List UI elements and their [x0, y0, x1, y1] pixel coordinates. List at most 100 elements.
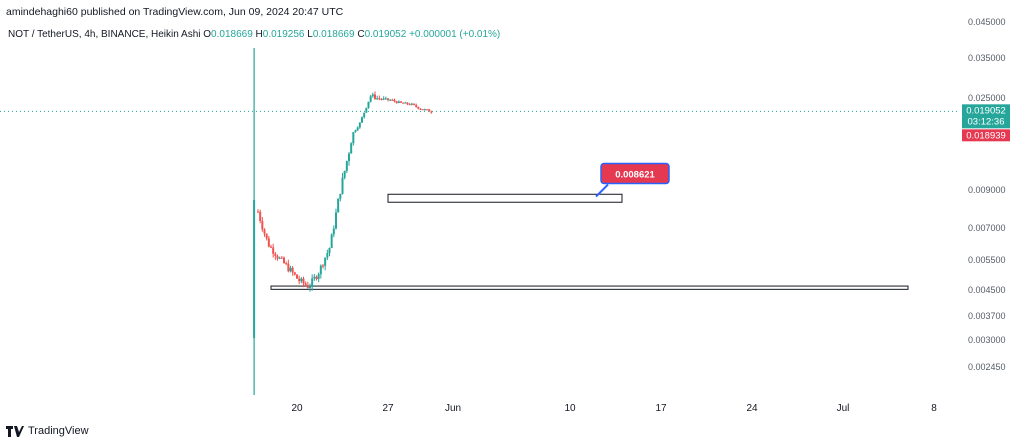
candle-body [408, 104, 411, 106]
candle-body [313, 276, 316, 279]
low-value: 0.018669 [312, 29, 355, 40]
close-key: C [357, 29, 365, 40]
callout-box [600, 162, 670, 185]
candle-body [421, 109, 424, 111]
candle-body [339, 193, 342, 199]
candle-body [276, 256, 279, 259]
time-tick-label: 10 [564, 403, 576, 414]
support-zone-rect [270, 285, 909, 290]
candle-body [413, 103, 415, 105]
symbol-name: NOT / TetherUS, 4h, BINANCE, Heikin Ashi [8, 29, 201, 40]
candle-body [365, 107, 368, 113]
candle-body [263, 229, 266, 234]
time-tick-label: 8 [931, 403, 937, 414]
candles [253, 48, 433, 395]
time-tick-label: Jul [837, 403, 850, 414]
listing-spike-body [253, 200, 256, 338]
candle-body [319, 265, 322, 275]
candle-body [324, 257, 327, 266]
candle-body [259, 211, 262, 221]
candle-body [309, 286, 311, 288]
brand-name: TradingView [28, 425, 89, 437]
candle-body [332, 228, 335, 235]
last-price-label-box [962, 104, 1010, 129]
price-tick-label: 0.025000 [968, 93, 1006, 103]
candle-body [267, 238, 270, 247]
price-tick-label: 0.005500 [968, 255, 1006, 265]
candle-body [257, 211, 259, 213]
change-value: +0.000001 (+0.01%) [409, 29, 501, 40]
candle-body [302, 278, 305, 284]
candle-body [322, 265, 324, 267]
candle-body [265, 233, 268, 239]
candle-body [285, 263, 288, 265]
time-tick-label: Jun [445, 403, 461, 414]
time-tick-label: 17 [655, 403, 667, 414]
candle-body [371, 94, 374, 97]
candle-body [317, 274, 320, 279]
candle-body [367, 101, 370, 108]
time-axis: 20 27 Jun 10 17 24 Jul 8 [291, 403, 937, 414]
candle-body [410, 103, 413, 105]
candle-body [261, 220, 264, 230]
candle-body [283, 257, 285, 264]
high-key: H [255, 29, 263, 40]
candle-body [296, 274, 298, 279]
time-tick-label: 27 [382, 403, 394, 414]
candle-body [278, 257, 281, 259]
price-tick-label: 0.035000 [968, 53, 1006, 63]
price-tick-label: 0.003000 [968, 335, 1006, 345]
candle-body [272, 247, 275, 254]
price-tick-label: 0.007000 [968, 223, 1006, 233]
high-value: 0.019256 [262, 29, 305, 40]
candle-body [326, 253, 329, 258]
symbol-legend: NOT / TetherUS, 4h, BINANCE, Heikin Ashi… [8, 29, 500, 40]
candle-body [387, 98, 389, 100]
candle-body [430, 111, 433, 113]
candle-body [393, 99, 396, 102]
candle-body [380, 98, 383, 100]
prev-price-label-box [962, 129, 1010, 142]
candle-body [287, 263, 290, 272]
price-tick-label: 0.002450 [968, 362, 1006, 372]
candle-body [354, 130, 357, 133]
close-value: 0.019052 [364, 29, 407, 40]
callout-pointer [595, 183, 609, 198]
candle-body [335, 212, 337, 229]
open-key: O [203, 29, 212, 40]
candle-body [382, 98, 385, 100]
price-tick-label: 0.003700 [968, 311, 1006, 321]
candle-body [341, 177, 344, 194]
candle-body [298, 278, 301, 282]
candle-body [304, 283, 307, 286]
candle-body [402, 102, 405, 104]
candle-body [406, 102, 409, 105]
candle-body [391, 99, 394, 101]
price-tick-label: 0.009000 [968, 185, 1006, 195]
prev-price-label: 0.018939 [966, 130, 1006, 141]
candle-body [358, 122, 361, 128]
candle-body [404, 102, 407, 104]
candle-body [315, 276, 318, 279]
candle-body [350, 143, 353, 154]
price-tick-label: 0.045000 [968, 17, 1006, 27]
countdown-label: 03:12:36 [968, 116, 1005, 127]
candle-body [356, 127, 359, 131]
open-value: 0.018669 [211, 29, 253, 40]
candle-body [300, 278, 303, 282]
publisher-line: amindehaghi60 published on TradingView.c… [6, 6, 344, 18]
candle-body [363, 112, 366, 118]
tradingview-footer: TradingView [6, 425, 89, 437]
price-callout: 0.008621 [595, 162, 670, 198]
candle-body [428, 109, 431, 112]
candle-body [289, 267, 292, 272]
candle-body [280, 257, 283, 259]
low-key: L [307, 29, 313, 40]
candle-body [376, 98, 379, 100]
candle-body [343, 170, 346, 178]
candle-body [293, 272, 296, 275]
support-zone-rect [387, 193, 623, 203]
candle-body [384, 98, 387, 100]
